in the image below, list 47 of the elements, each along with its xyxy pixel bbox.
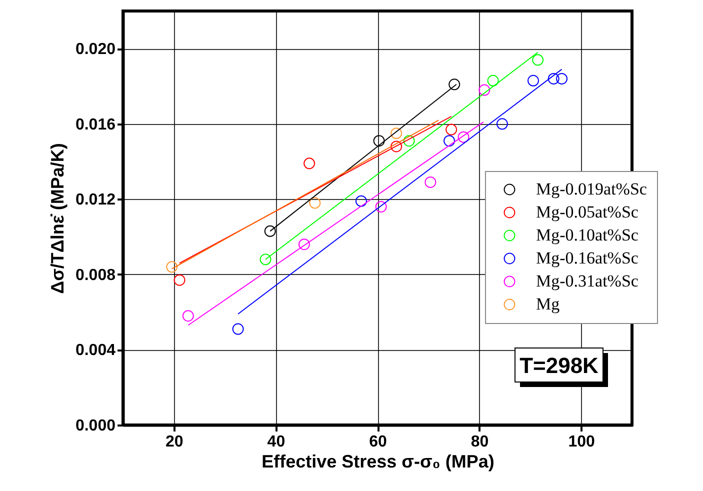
point [458,131,470,143]
y-tick-label: 0.008 [75,266,116,284]
point [182,310,194,322]
point [309,197,321,209]
legend-label: Mg-0.10at%Sc [536,226,639,244]
point [548,73,560,84]
point [444,135,456,147]
point [390,128,402,140]
point [446,124,458,136]
legend-label: Mg-0.05at%Sc [536,202,639,222]
point [375,200,387,212]
y-tick-label: 0.000 [75,418,116,434]
point [478,84,490,96]
point [448,78,460,90]
point [556,73,568,84]
point [487,74,499,86]
point [424,176,436,188]
legend-label: Mg-0.16at%Sc [536,248,639,268]
point [174,274,186,286]
legend-label: Mg-0.31at%Sc [536,272,639,290]
y-axis-title: Δσ/TΔlnε̇ (MPa/K) [47,143,68,294]
point [532,54,544,66]
point [390,140,402,152]
point [355,195,367,207]
point [403,135,415,147]
y-tick-label: 0.004 [75,342,116,360]
x-tick-label: 60 [369,434,387,450]
point [496,118,508,130]
annotation: T=298K [520,353,599,378]
point [232,323,244,335]
y-tick-label: 0.020 [75,41,116,58]
point [166,261,178,273]
point [298,238,310,250]
x-tick-label: 40 [267,434,286,450]
point [260,254,272,266]
legend-label: Mg [536,294,560,314]
point [373,135,385,147]
point [528,74,539,86]
point [304,158,316,170]
x-tick-label: 20 [166,434,184,450]
legend-label: Mg-0.019at%Sc [536,180,648,198]
y-tick-label: 0.012 [75,192,116,209]
y-tick-label: 0.016 [75,116,116,134]
x-axis-title: Effective Stress σ-σ₀ (MPa) [262,452,494,472]
point [264,225,276,237]
x-tick-label: 80 [470,434,489,450]
x-tick-label: 100 [568,434,596,450]
